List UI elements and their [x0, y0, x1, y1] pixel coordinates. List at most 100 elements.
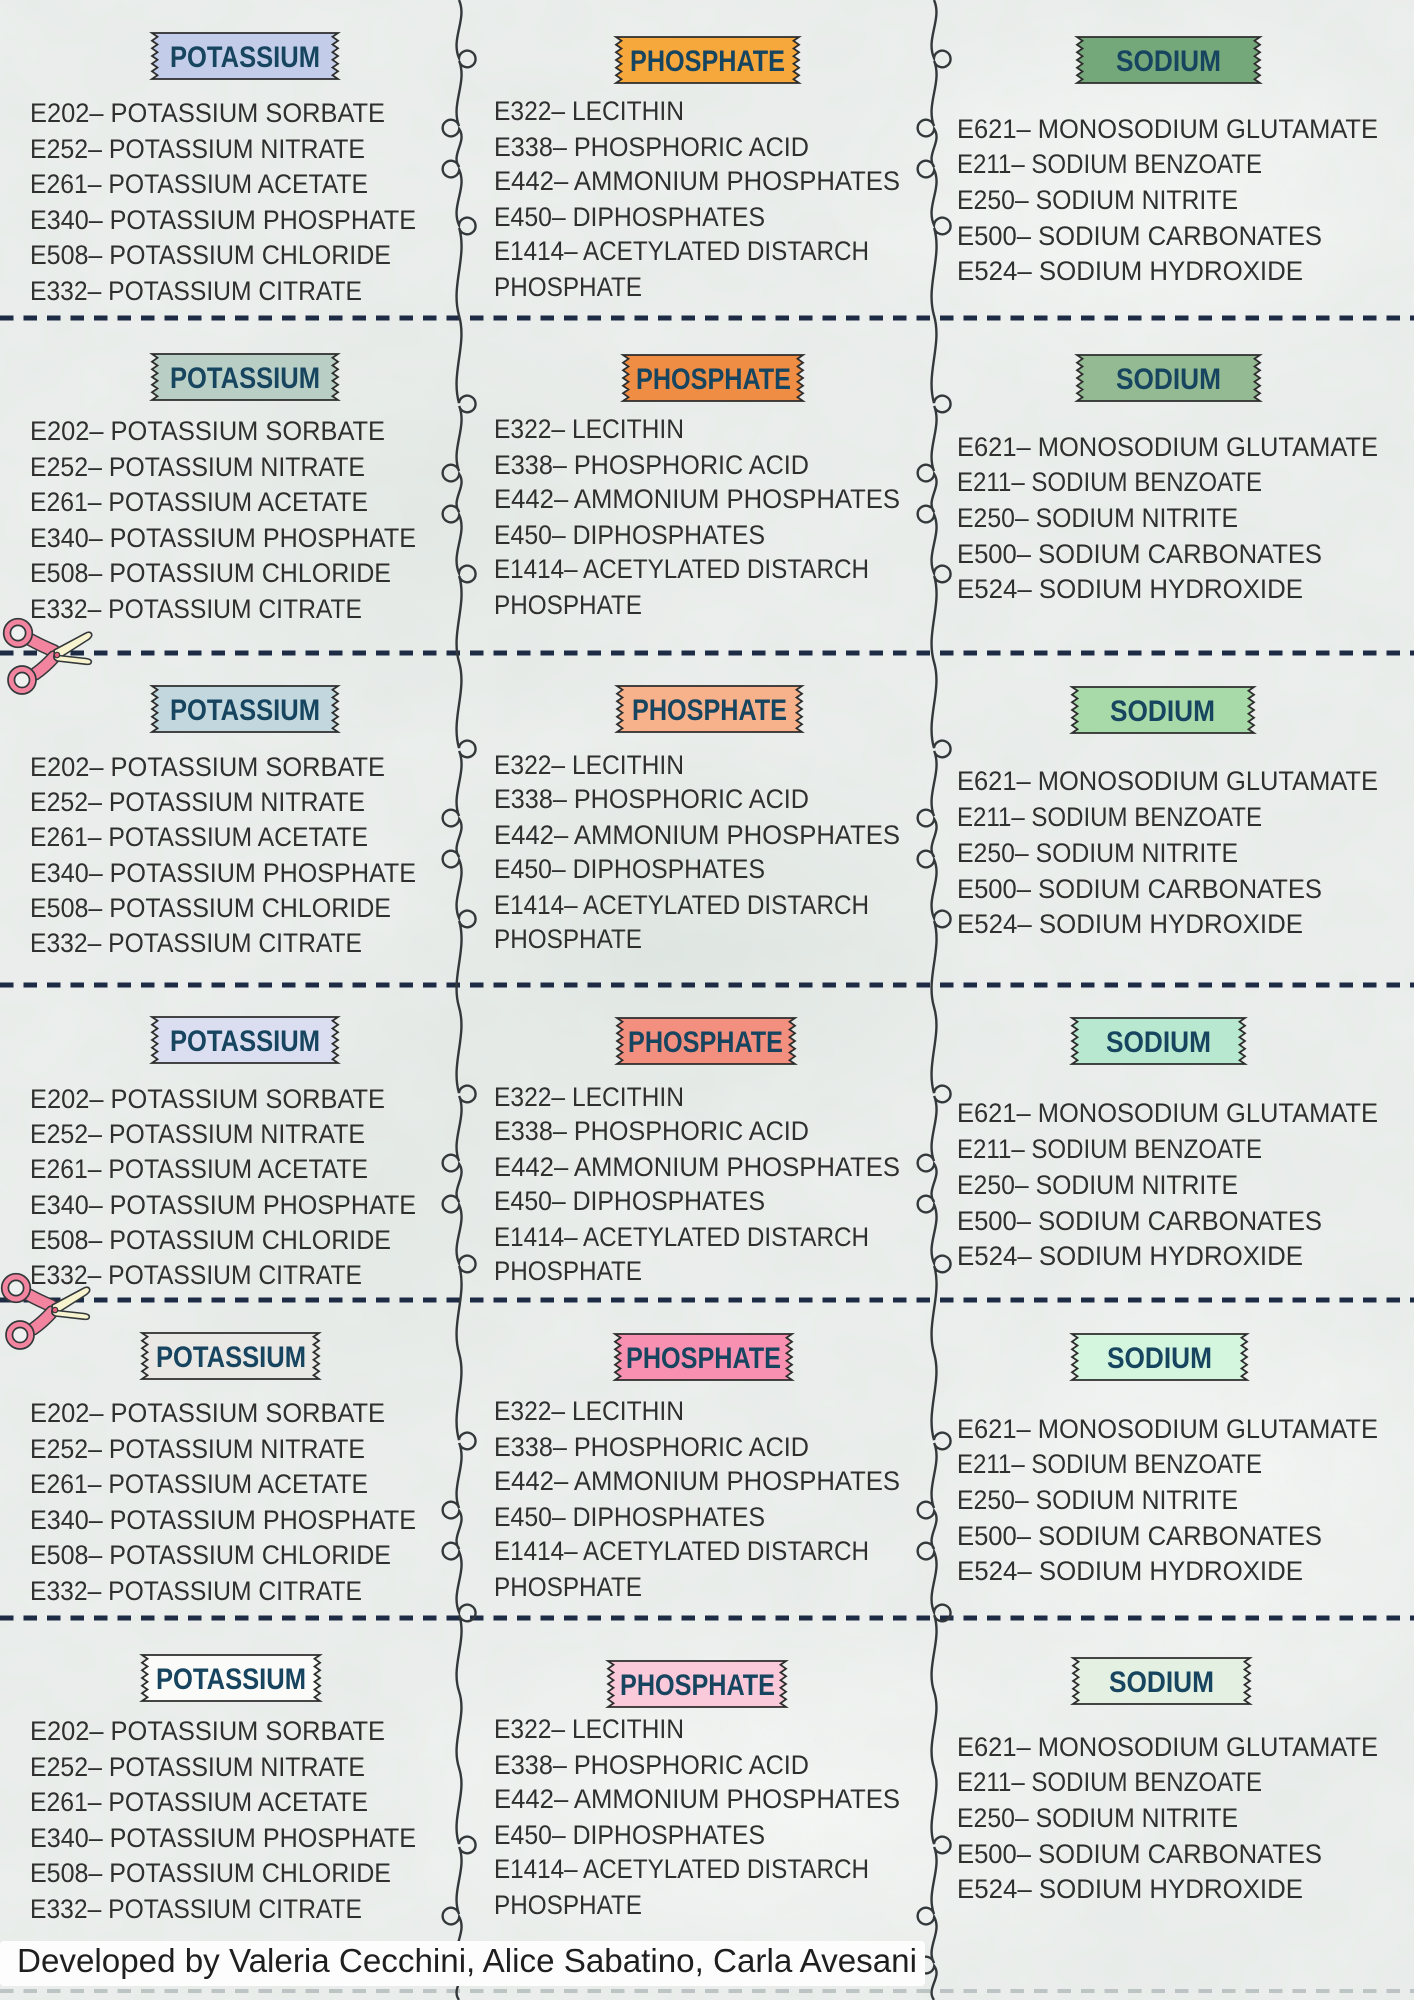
svg-text:E211– SODIUM BENZOATE: E211– SODIUM BENZOATE	[957, 1449, 1262, 1479]
svg-text:E338– PHOSPHORIC ACID: E338– PHOSPHORIC ACID	[494, 450, 809, 480]
svg-text:SODIUM: SODIUM	[1106, 1026, 1211, 1059]
svg-text:E621– MONOSODIUM GLUTAMATE: E621– MONOSODIUM GLUTAMATE	[957, 1732, 1378, 1762]
svg-text:E442– AMMONIUM PHOSPHATES: E442– AMMONIUM PHOSPHATES	[494, 1152, 900, 1182]
svg-text:E340– POTASSIUM PHOSPHATE: E340– POTASSIUM PHOSPHATE	[30, 858, 416, 888]
svg-text:PHOSPHATE: PHOSPHATE	[620, 1669, 775, 1702]
svg-text:PHOSPHATE: PHOSPHATE	[494, 1572, 642, 1602]
svg-text:E340– POTASSIUM PHOSPHATE: E340– POTASSIUM PHOSPHATE	[30, 1505, 416, 1535]
svg-text:E621– MONOSODIUM GLUTAMATE: E621– MONOSODIUM GLUTAMATE	[957, 114, 1378, 144]
svg-text:E500– SODIUM CARBONATES: E500– SODIUM CARBONATES	[957, 874, 1322, 904]
svg-text:E508– POTASSIUM CHLORIDE: E508– POTASSIUM CHLORIDE	[30, 1858, 391, 1888]
svg-text:E261– POTASSIUM ACETATE: E261– POTASSIUM ACETATE	[30, 1154, 368, 1184]
svg-text:E1414– ACETYLATED DISTARCH: E1414– ACETYLATED DISTARCH	[494, 1854, 869, 1884]
svg-text:E340– POTASSIUM PHOSPHATE: E340– POTASSIUM PHOSPHATE	[30, 205, 416, 235]
svg-text:E508– POTASSIUM CHLORIDE: E508– POTASSIUM CHLORIDE	[30, 893, 391, 923]
svg-text:E442– AMMONIUM PHOSPHATES: E442– AMMONIUM PHOSPHATES	[494, 1466, 900, 1496]
svg-text:PHOSPHATE: PHOSPHATE	[494, 272, 642, 302]
svg-text:E211– SODIUM BENZOATE: E211– SODIUM BENZOATE	[957, 149, 1262, 179]
svg-text:E252– POTASSIUM NITRATE: E252– POTASSIUM NITRATE	[30, 1119, 365, 1149]
svg-text:E211– SODIUM BENZOATE: E211– SODIUM BENZOATE	[957, 1134, 1262, 1164]
svg-text:E261– POTASSIUM ACETATE: E261– POTASSIUM ACETATE	[30, 487, 368, 517]
svg-text:SODIUM: SODIUM	[1116, 45, 1221, 78]
svg-text:E332– POTASSIUM CITRATE: E332– POTASSIUM CITRATE	[30, 1260, 362, 1290]
svg-text:E524– SODIUM HYDROXIDE: E524– SODIUM HYDROXIDE	[957, 909, 1303, 939]
svg-text:POTASSIUM: POTASSIUM	[170, 1025, 320, 1058]
svg-text:E261– POTASSIUM ACETATE: E261– POTASSIUM ACETATE	[30, 169, 368, 199]
svg-text:POTASSIUM: POTASSIUM	[156, 1663, 306, 1696]
svg-text:E450– DIPHOSPHATES: E450– DIPHOSPHATES	[494, 1502, 765, 1532]
svg-text:E261– POTASSIUM ACETATE: E261– POTASSIUM ACETATE	[30, 1787, 368, 1817]
svg-text:E1414– ACETYLATED DISTARCH: E1414– ACETYLATED DISTARCH	[494, 236, 869, 266]
svg-text:E1414– ACETYLATED DISTARCH: E1414– ACETYLATED DISTARCH	[494, 890, 869, 920]
svg-text:E450– DIPHOSPHATES: E450– DIPHOSPHATES	[494, 202, 765, 232]
svg-text:SODIUM: SODIUM	[1109, 1666, 1214, 1699]
svg-text:E211– SODIUM BENZOATE: E211– SODIUM BENZOATE	[957, 1767, 1262, 1797]
svg-text:E524– SODIUM HYDROXIDE: E524– SODIUM HYDROXIDE	[957, 1556, 1303, 1586]
svg-text:E332– POTASSIUM CITRATE: E332– POTASSIUM CITRATE	[30, 1894, 362, 1924]
svg-text:E500– SODIUM CARBONATES: E500– SODIUM CARBONATES	[957, 1839, 1322, 1869]
svg-text:E202– POTASSIUM SORBATE: E202– POTASSIUM SORBATE	[30, 1084, 385, 1114]
svg-text:E322– LECITHIN: E322– LECITHIN	[494, 96, 684, 126]
svg-text:SODIUM: SODIUM	[1110, 695, 1215, 728]
svg-text:E250– SODIUM NITRITE: E250– SODIUM NITRITE	[957, 1803, 1238, 1833]
svg-text:PHOSPHATE: PHOSPHATE	[494, 1890, 642, 1920]
svg-text:E1414– ACETYLATED DISTARCH: E1414– ACETYLATED DISTARCH	[494, 554, 869, 584]
svg-text:E332– POTASSIUM CITRATE: E332– POTASSIUM CITRATE	[30, 928, 362, 958]
svg-text:E500– SODIUM CARBONATES: E500– SODIUM CARBONATES	[957, 539, 1322, 569]
svg-text:E202– POTASSIUM SORBATE: E202– POTASSIUM SORBATE	[30, 1398, 385, 1428]
svg-text:E1414– ACETYLATED DISTARCH: E1414– ACETYLATED DISTARCH	[494, 1536, 869, 1566]
svg-text:E500– SODIUM CARBONATES: E500– SODIUM CARBONATES	[957, 1206, 1322, 1236]
svg-text:E508– POTASSIUM CHLORIDE: E508– POTASSIUM CHLORIDE	[30, 240, 391, 270]
svg-text:E252– POTASSIUM NITRATE: E252– POTASSIUM NITRATE	[30, 787, 365, 817]
svg-text:Developed by Valeria Cecchini,: Developed by Valeria Cecchini, Alice Sab…	[17, 1942, 917, 1979]
svg-text:E442– AMMONIUM PHOSPHATES: E442– AMMONIUM PHOSPHATES	[494, 166, 900, 196]
svg-text:PHOSPHATE: PHOSPHATE	[626, 1342, 781, 1375]
svg-text:PHOSPHATE: PHOSPHATE	[494, 1256, 642, 1286]
svg-text:E322– LECITHIN: E322– LECITHIN	[494, 1396, 684, 1426]
svg-text:E211– SODIUM BENZOATE: E211– SODIUM BENZOATE	[957, 467, 1262, 497]
svg-text:E322– LECITHIN: E322– LECITHIN	[494, 414, 684, 444]
svg-text:E450– DIPHOSPHATES: E450– DIPHOSPHATES	[494, 854, 765, 884]
svg-text:E322– LECITHIN: E322– LECITHIN	[494, 750, 684, 780]
svg-text:E332– POTASSIUM CITRATE: E332– POTASSIUM CITRATE	[30, 594, 362, 624]
svg-text:E508– POTASSIUM CHLORIDE: E508– POTASSIUM CHLORIDE	[30, 1540, 391, 1570]
svg-text:E332– POTASSIUM CITRATE: E332– POTASSIUM CITRATE	[30, 1576, 362, 1606]
svg-text:PHOSPHATE: PHOSPHATE	[494, 924, 642, 954]
svg-text:E524– SODIUM HYDROXIDE: E524– SODIUM HYDROXIDE	[957, 1874, 1303, 1904]
svg-text:E340– POTASSIUM PHOSPHATE: E340– POTASSIUM PHOSPHATE	[30, 1190, 416, 1220]
svg-text:E322– LECITHIN: E322– LECITHIN	[494, 1714, 684, 1744]
svg-text:E524– SODIUM HYDROXIDE: E524– SODIUM HYDROXIDE	[957, 574, 1303, 604]
svg-text:PHOSPHATE: PHOSPHATE	[630, 45, 785, 78]
svg-text:E1414– ACETYLATED DISTARCH: E1414– ACETYLATED DISTARCH	[494, 1222, 869, 1252]
svg-text:E252– POTASSIUM NITRATE: E252– POTASSIUM NITRATE	[30, 452, 365, 482]
svg-text:E450– DIPHOSPHATES: E450– DIPHOSPHATES	[494, 1186, 765, 1216]
svg-text:E621– MONOSODIUM GLUTAMATE: E621– MONOSODIUM GLUTAMATE	[957, 1414, 1378, 1444]
svg-text:E202– POTASSIUM SORBATE: E202– POTASSIUM SORBATE	[30, 752, 385, 782]
svg-text:E442– AMMONIUM PHOSPHATES: E442– AMMONIUM PHOSPHATES	[494, 484, 900, 514]
svg-text:E338– PHOSPHORIC ACID: E338– PHOSPHORIC ACID	[494, 1432, 809, 1462]
svg-text:E338– PHOSPHORIC ACID: E338– PHOSPHORIC ACID	[494, 1116, 809, 1146]
svg-text:E500– SODIUM CARBONATES: E500– SODIUM CARBONATES	[957, 1521, 1322, 1551]
svg-text:E621– MONOSODIUM GLUTAMATE: E621– MONOSODIUM GLUTAMATE	[957, 1098, 1378, 1128]
svg-text:PHOSPHATE: PHOSPHATE	[632, 694, 787, 727]
svg-text:PHOSPHATE: PHOSPHATE	[636, 363, 791, 396]
svg-text:E261– POTASSIUM ACETATE: E261– POTASSIUM ACETATE	[30, 822, 368, 852]
svg-text:E340– POTASSIUM PHOSPHATE: E340– POTASSIUM PHOSPHATE	[30, 1823, 416, 1853]
svg-text:POTASSIUM: POTASSIUM	[170, 41, 320, 74]
svg-text:PHOSPHATE: PHOSPHATE	[494, 590, 642, 620]
svg-text:E524– SODIUM HYDROXIDE: E524– SODIUM HYDROXIDE	[957, 1241, 1303, 1271]
svg-text:POTASSIUM: POTASSIUM	[156, 1341, 306, 1374]
svg-text:E340– POTASSIUM PHOSPHATE: E340– POTASSIUM PHOSPHATE	[30, 523, 416, 553]
svg-text:E442– AMMONIUM PHOSPHATES: E442– AMMONIUM PHOSPHATES	[494, 820, 900, 850]
svg-text:E252– POTASSIUM NITRATE: E252– POTASSIUM NITRATE	[30, 1434, 365, 1464]
svg-text:E524– SODIUM HYDROXIDE: E524– SODIUM HYDROXIDE	[957, 256, 1303, 286]
svg-text:E332– POTASSIUM CITRATE: E332– POTASSIUM CITRATE	[30, 276, 362, 306]
svg-text:E500– SODIUM CARBONATES: E500– SODIUM CARBONATES	[957, 221, 1322, 251]
svg-text:E211– SODIUM BENZOATE: E211– SODIUM BENZOATE	[957, 802, 1262, 832]
svg-text:E252– POTASSIUM NITRATE: E252– POTASSIUM NITRATE	[30, 134, 365, 164]
svg-text:E338– PHOSPHORIC ACID: E338– PHOSPHORIC ACID	[494, 132, 809, 162]
svg-text:E508– POTASSIUM CHLORIDE: E508– POTASSIUM CHLORIDE	[30, 1225, 391, 1255]
svg-text:E450– DIPHOSPHATES: E450– DIPHOSPHATES	[494, 1820, 765, 1850]
svg-text:E442– AMMONIUM PHOSPHATES: E442– AMMONIUM PHOSPHATES	[494, 1784, 900, 1814]
svg-text:E621– MONOSODIUM GLUTAMATE: E621– MONOSODIUM GLUTAMATE	[957, 766, 1378, 796]
